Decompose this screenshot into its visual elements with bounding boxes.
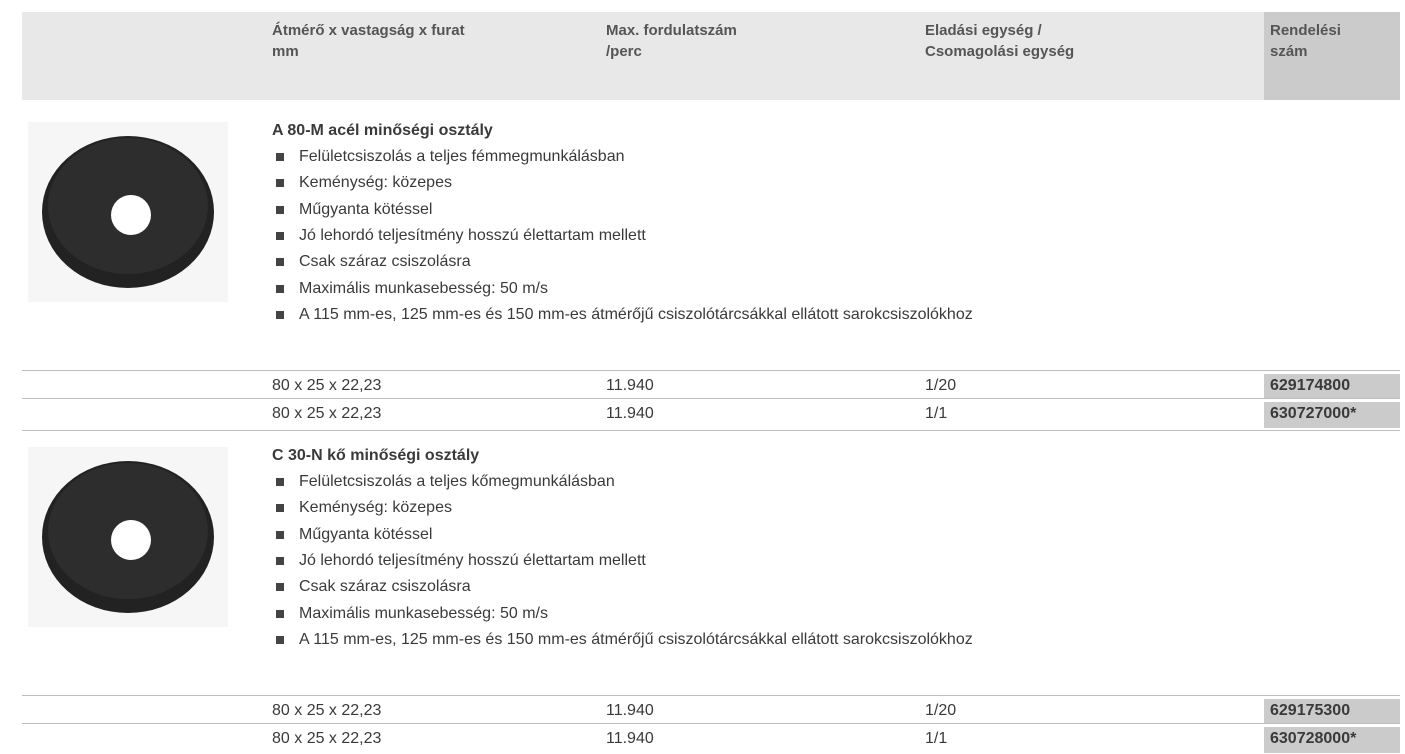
cell-text: 80 x 25 x 22,23: [272, 405, 382, 422]
row-line: [22, 430, 1400, 431]
bullet-marker: [276, 258, 284, 267]
bullet-text: Csak száraz csiszolásra: [299, 253, 471, 271]
bullet-text: Jó lehordó teljesítmény hosszú élettarta…: [299, 226, 646, 244]
bullet-marker: [276, 530, 284, 539]
bullet-marker: [276, 231, 284, 240]
bullet-text: Keménység: közepes: [299, 499, 452, 517]
bullet-marker: [276, 583, 284, 592]
product-image: [28, 122, 228, 302]
order-number: 629175300: [1270, 702, 1351, 719]
product-title: C 30-N kő minőségi osztály: [272, 447, 480, 464]
header-band: [22, 12, 1264, 100]
bullet-marker: [276, 284, 284, 293]
bullet-marker: [276, 153, 284, 161]
bullet-text: Műgyanta kötéssel: [299, 200, 433, 218]
bullet-text: Maximális munkasebesség: 50 m/s: [299, 604, 548, 622]
order-number: 630727000*: [1270, 405, 1357, 422]
bullet-text: Jó lehordó teljesítmény hosszú élettarta…: [299, 551, 646, 569]
cell-text: 1/20: [925, 377, 957, 394]
bullet-text: Műgyanta kötéssel: [299, 525, 433, 543]
order-cell: [1264, 402, 1400, 428]
header-label: szám: [1270, 43, 1308, 60]
bullet-marker: [276, 478, 284, 486]
bullet-text: Maximális munkasebesség: 50 m/s: [299, 279, 548, 297]
header-label: Rendelési: [1270, 22, 1341, 39]
cell-text: 11.940: [606, 730, 654, 747]
cell-text: 11.940: [606, 405, 654, 422]
row-line: [22, 723, 1400, 724]
row-line: [22, 695, 1400, 696]
cell-text: 1/1: [925, 405, 948, 422]
cell-text: 11.940: [606, 377, 654, 394]
order-cell: [1264, 727, 1400, 753]
order-number: 629174800: [1270, 377, 1351, 394]
cell-text: 1/20: [925, 702, 957, 719]
header-label: Eladási egység /: [925, 22, 1042, 39]
product-title: A 80-M acél minőségi osztály: [272, 122, 493, 139]
cell-text: 1/1: [925, 730, 948, 747]
bullet-marker: [276, 635, 284, 644]
header-order-band: [1264, 12, 1400, 100]
bullet-marker: [276, 504, 284, 513]
bullet-marker: [276, 556, 284, 565]
row-line: [22, 398, 1400, 399]
bullet-marker: [276, 179, 284, 188]
header-label: /perc: [606, 43, 642, 60]
cell-text: 80 x 25 x 22,23: [272, 730, 382, 747]
order-cell: [1264, 699, 1400, 723]
order-cell: [1264, 374, 1400, 398]
header-label: Csomagolási egység: [925, 43, 1075, 60]
order-number: 630728000*: [1270, 730, 1357, 747]
row-line: [22, 370, 1400, 371]
bullet-text: Csak száraz csiszolásra: [299, 578, 471, 596]
bullet-text: Keménység: közepes: [299, 174, 452, 192]
bullet-text: Felületcsiszolás a teljes kőmegmunkálásb…: [299, 473, 615, 490]
bullet-text: A 115 mm-es, 125 mm-es és 150 mm-es átmé…: [299, 630, 973, 648]
header-label: mm: [272, 43, 299, 60]
bullet-text: A 115 mm-es, 125 mm-es és 150 mm-es átmé…: [299, 305, 973, 323]
cell-text: 11.940: [606, 702, 654, 719]
header-label: Átmérő x vastagság x furat: [272, 22, 465, 39]
cell-text: 80 x 25 x 22,23: [272, 702, 382, 719]
bullet-marker: [276, 310, 284, 319]
bullet-text: Felületcsiszolás a teljes fémmegmunkálás…: [299, 148, 625, 165]
header-label: Max. fordulatszám: [606, 22, 737, 39]
bullet-marker: [276, 205, 284, 214]
bullet-marker: [276, 609, 284, 618]
product-image: [28, 447, 228, 627]
cell-text: 80 x 25 x 22,23: [272, 377, 382, 394]
